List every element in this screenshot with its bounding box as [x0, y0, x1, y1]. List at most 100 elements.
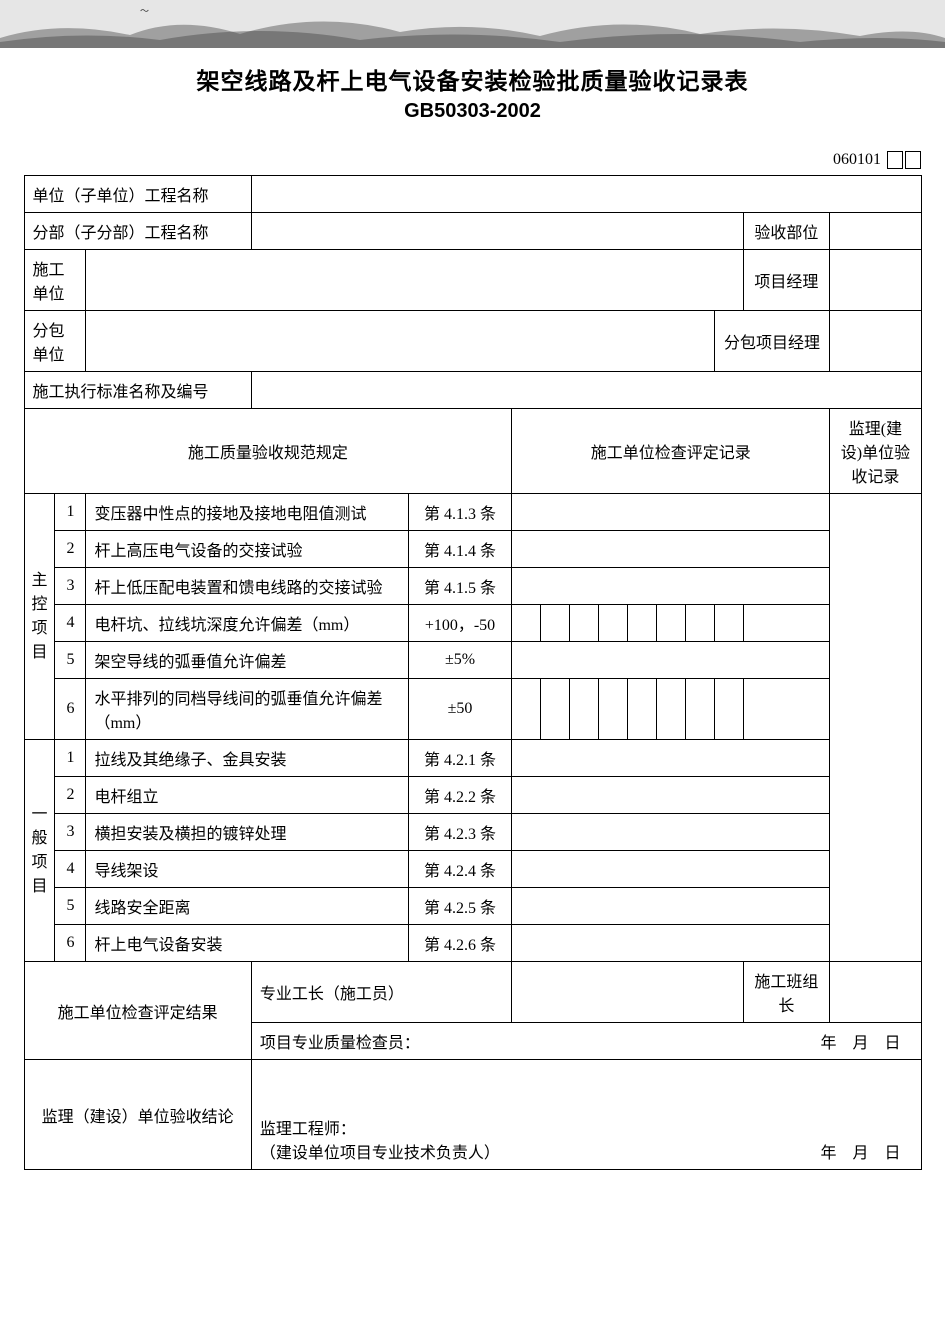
gen-n-5: 5 [55, 888, 86, 925]
col-spec: 施工质量验收规范规定 [24, 409, 512, 494]
check-result-cell[interactable]: 项目专业质量检查员： 年 月 日 [251, 1023, 921, 1060]
label-project-mgr: 项目经理 [743, 250, 830, 311]
value-construct-unit[interactable] [86, 250, 743, 311]
label-pro-foreman: 专业工长（施工员） [251, 962, 511, 1023]
gen-desc-2: 电杆组立 [86, 777, 408, 814]
main-check-5[interactable] [512, 642, 830, 679]
main-clause-3: 第 4.1.5 条 [408, 568, 511, 605]
main-check-2[interactable] [512, 531, 830, 568]
grid[interactable] [627, 605, 656, 642]
value-subcontract-unit[interactable] [86, 311, 714, 372]
label-subcontract-unit: 分包单位 [24, 311, 86, 372]
label-team-leader: 施工班组长 [743, 962, 830, 1023]
grid[interactable] [512, 605, 541, 642]
gen-desc-4: 导线架设 [86, 851, 408, 888]
value-accept-part[interactable] [830, 213, 921, 250]
gen-desc-5: 线路安全距离 [86, 888, 408, 925]
label-check-result: 施工单位检查评定结果 [24, 962, 251, 1060]
code-number: 060101 [833, 151, 881, 168]
grid[interactable] [656, 679, 685, 740]
label-quality-inspector: 项目专业质量检查员： [260, 1035, 420, 1052]
main-n-1: 1 [55, 494, 86, 531]
inspection-form: 单位（子单位）工程名称 分部（子分部）工程名称 验收部位 施工单位 项目经理 分… [24, 175, 922, 1170]
grid[interactable] [512, 679, 541, 740]
gen-clause-5: 第 4.2.5 条 [408, 888, 511, 925]
svg-text:～: ～ [140, 6, 149, 16]
gen-clause-4: 第 4.2.4 条 [408, 851, 511, 888]
page-subtitle: GB50303-2002 [0, 100, 945, 123]
grid[interactable] [570, 605, 599, 642]
main-clause-5: ±5% [408, 642, 511, 679]
label-date-2: 年 月 日 [820, 1139, 912, 1163]
main-clause-2: 第 4.1.4 条 [408, 531, 511, 568]
label-supervisor: 监理工程师： [260, 1115, 913, 1139]
gen-clause-6: 第 4.2.6 条 [408, 925, 511, 962]
main-desc-6: 水平排列的同档导线间的弧垂值允许偏差 （mm） [86, 679, 408, 740]
grid[interactable] [714, 605, 743, 642]
code-box [905, 151, 921, 169]
gen-n-3: 3 [55, 814, 86, 851]
main-n-5: 5 [55, 642, 86, 679]
grid[interactable] [541, 605, 570, 642]
gen-check-5[interactable] [512, 888, 830, 925]
label-unit-project: 单位（子单位）工程名称 [24, 176, 251, 213]
supervise-result-cell[interactable]: 监理工程师： （建设单位项目专业技术负责人） 年 月 日 [251, 1060, 921, 1170]
value-unit-project[interactable] [251, 176, 921, 213]
grid[interactable] [598, 605, 627, 642]
gen-n-4: 4 [55, 851, 86, 888]
gen-n-2: 2 [55, 777, 86, 814]
value-team-leader[interactable] [830, 962, 921, 1023]
value-subcontract-mgr[interactable] [830, 311, 921, 372]
grid[interactable] [598, 679, 627, 740]
gen-desc-3: 横担安装及横担的镀锌处理 [86, 814, 408, 851]
main-n-3: 3 [55, 568, 86, 605]
grid[interactable] [656, 605, 685, 642]
form-code: 060101 [0, 151, 921, 169]
gen-check-4[interactable] [512, 851, 830, 888]
main-check-1[interactable] [512, 494, 830, 531]
decorative-banner: ～ [0, 0, 945, 48]
code-box [887, 151, 903, 169]
grid[interactable] [685, 679, 714, 740]
main-n-4: 4 [55, 605, 86, 642]
value-standard[interactable] [251, 372, 921, 409]
title-block: 架空线路及杆上电气设备安装检验批质量验收记录表 GB50303-2002 [0, 62, 945, 123]
label-subcontract-mgr: 分包项目经理 [714, 311, 830, 372]
gen-clause-3: 第 4.2.3 条 [408, 814, 511, 851]
grid[interactable] [570, 679, 599, 740]
gen-desc-6: 杆上电气设备安装 [86, 925, 408, 962]
main-check-3[interactable] [512, 568, 830, 605]
grid[interactable] [627, 679, 656, 740]
grid[interactable] [685, 605, 714, 642]
supervise-record-cell[interactable] [830, 494, 921, 962]
label-supervise-result: 监理（建设）单位验收结论 [24, 1060, 251, 1170]
main-clause-1: 第 4.1.3 条 [408, 494, 511, 531]
gen-check-3[interactable] [512, 814, 830, 851]
gen-clause-2: 第 4.2.2 条 [408, 777, 511, 814]
gen-check-1[interactable] [512, 740, 830, 777]
group-general: 一般项目 [24, 740, 55, 962]
main-desc-2: 杆上高压电气设备的交接试验 [86, 531, 408, 568]
col-supervise: 监理(建设)单位验收记录 [830, 409, 921, 494]
main-n-6: 6 [55, 679, 86, 740]
gen-check-2[interactable] [512, 777, 830, 814]
value-pro-foreman[interactable] [512, 962, 743, 1023]
value-sub-project[interactable] [251, 213, 743, 250]
grid[interactable] [743, 605, 830, 642]
value-project-mgr[interactable] [830, 250, 921, 311]
label-construct-unit: 施工单位 [24, 250, 86, 311]
gen-n-6: 6 [55, 925, 86, 962]
label-date: 年 月 日 [820, 1029, 912, 1053]
grid[interactable] [541, 679, 570, 740]
label-owner-tech: （建设单位项目专业技术负责人） [260, 1145, 500, 1162]
gen-check-6[interactable] [512, 925, 830, 962]
grid[interactable] [714, 679, 743, 740]
gen-n-1: 1 [55, 740, 86, 777]
label-standard: 施工执行标准名称及编号 [24, 372, 251, 409]
grid[interactable] [743, 679, 830, 740]
gen-clause-1: 第 4.2.1 条 [408, 740, 511, 777]
gen-desc-1: 拉线及其绝缘子、金具安装 [86, 740, 408, 777]
page-title: 架空线路及杆上电气设备安装检验批质量验收记录表 [0, 62, 945, 96]
group-main: 主控项目 [24, 494, 55, 740]
col-check-record: 施工单位检查评定记录 [512, 409, 830, 494]
